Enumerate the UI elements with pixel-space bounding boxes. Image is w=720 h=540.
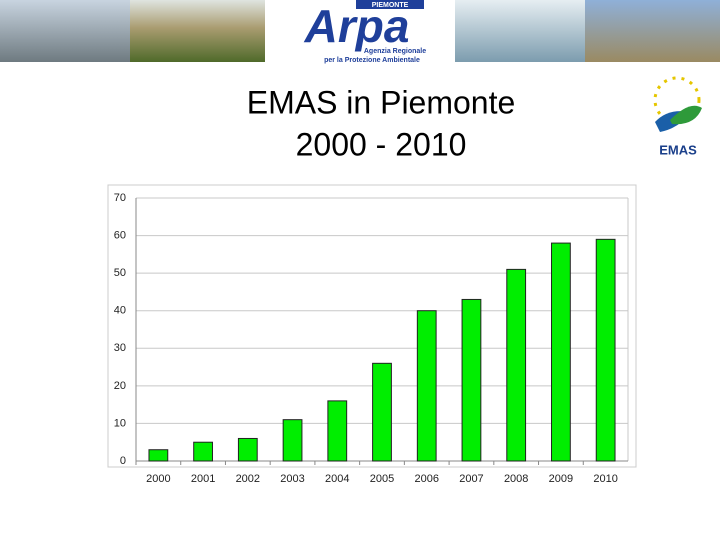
emas-leaf [670,105,702,125]
logo-agency: per la Protezione Ambientale [324,57,420,64]
y-tick-label: 70 [114,192,126,204]
emas-logo: EMAS [653,76,702,157]
bar [372,362,392,462]
emas-stars [653,76,701,124]
logo-text: Arpa [304,0,410,52]
x-tick-label: 2004 [325,473,349,485]
logo-region: PIEMONTE [372,2,409,9]
y-tick-label: 50 [114,267,126,279]
bar [416,310,437,462]
y-tick-label: 30 [114,342,126,354]
chart-title: EMAS in Piemonte [247,84,516,120]
photo-abbey [585,0,720,62]
bar [506,268,527,462]
photo-water [455,0,585,62]
bar [551,242,571,462]
emas-label: EMAS [659,142,697,157]
x-tick-label: 2003 [280,473,304,485]
x-tick-label: 2000 [146,473,170,485]
x-tick-label: 2006 [414,473,438,485]
x-tick-label: 2005 [370,473,394,485]
x-tick-label: 2001 [191,473,215,485]
bar [282,419,303,462]
x-tick-label: 2008 [504,473,528,485]
y-tick-label: 20 [114,380,126,392]
logo-band [356,0,424,9]
x-tick-label: 2010 [593,473,617,485]
photo-fields [130,0,265,62]
x-tick-label: 2007 [459,473,483,485]
x-tick-label: 2009 [549,473,573,485]
bar [461,298,482,462]
chart-area [107,184,637,468]
bar [237,437,258,462]
y-tick-label: 40 [114,305,126,317]
bar [148,449,169,462]
x-tick-label: 2002 [236,473,260,485]
logo-agency: Agenzia Regionale [364,48,426,55]
bar [327,400,348,462]
y-tick-label: 0 [120,455,126,467]
y-tick-label: 10 [114,417,126,429]
chart-subtitle: 2000 - 2010 [296,126,467,162]
logo-box [265,0,455,64]
photo-mountains [0,0,130,62]
y-tick-label: 60 [114,229,126,241]
bar [595,238,616,462]
bar [193,441,213,462]
